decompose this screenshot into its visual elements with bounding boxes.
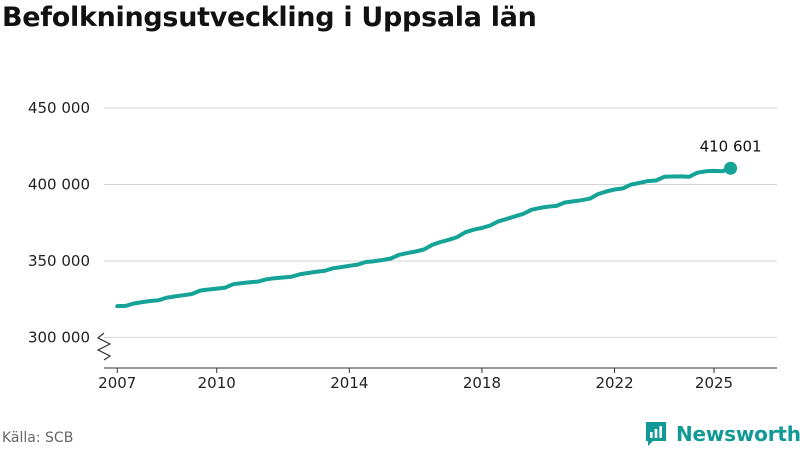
series-layer [115, 166, 733, 309]
x-tick-label: 2014 [330, 374, 368, 392]
last-value-marker [724, 161, 738, 175]
x-axis-tick-labels: 2007 2010 2014 2018 2022 2025 [98, 368, 733, 392]
x-axis [96, 332, 777, 369]
newsworthy-logo-icon [646, 422, 666, 446]
x-tick-label: 2018 [463, 374, 501, 392]
axis-break-marker [96, 332, 112, 361]
source-note: Källa: SCB [2, 430, 74, 446]
chart-title: Befolkningsutveckling i Uppsala län [2, 2, 537, 33]
annotation-layer: 410 601 [700, 137, 762, 175]
y-tick-label: 450 000 [28, 99, 90, 117]
y-axis-tick-labels: 300 000 350 000 400 000 450 000 [28, 99, 90, 346]
y-tick-label: 300 000 [28, 328, 90, 346]
brand-logo: Newsworthy [644, 420, 800, 448]
grid-lines [104, 107, 777, 338]
series-line-population [115, 166, 733, 309]
y-tick-label: 400 000 [28, 175, 90, 193]
x-tick-label: 2022 [595, 374, 633, 392]
x-tick-label: 2007 [98, 374, 136, 392]
last-value-label: 410 601 [700, 137, 762, 155]
brand-name: Newsworthy [676, 422, 800, 446]
x-tick-label: 2025 [695, 374, 733, 392]
x-tick-label: 2010 [198, 374, 236, 392]
y-tick-label: 350 000 [28, 252, 90, 270]
